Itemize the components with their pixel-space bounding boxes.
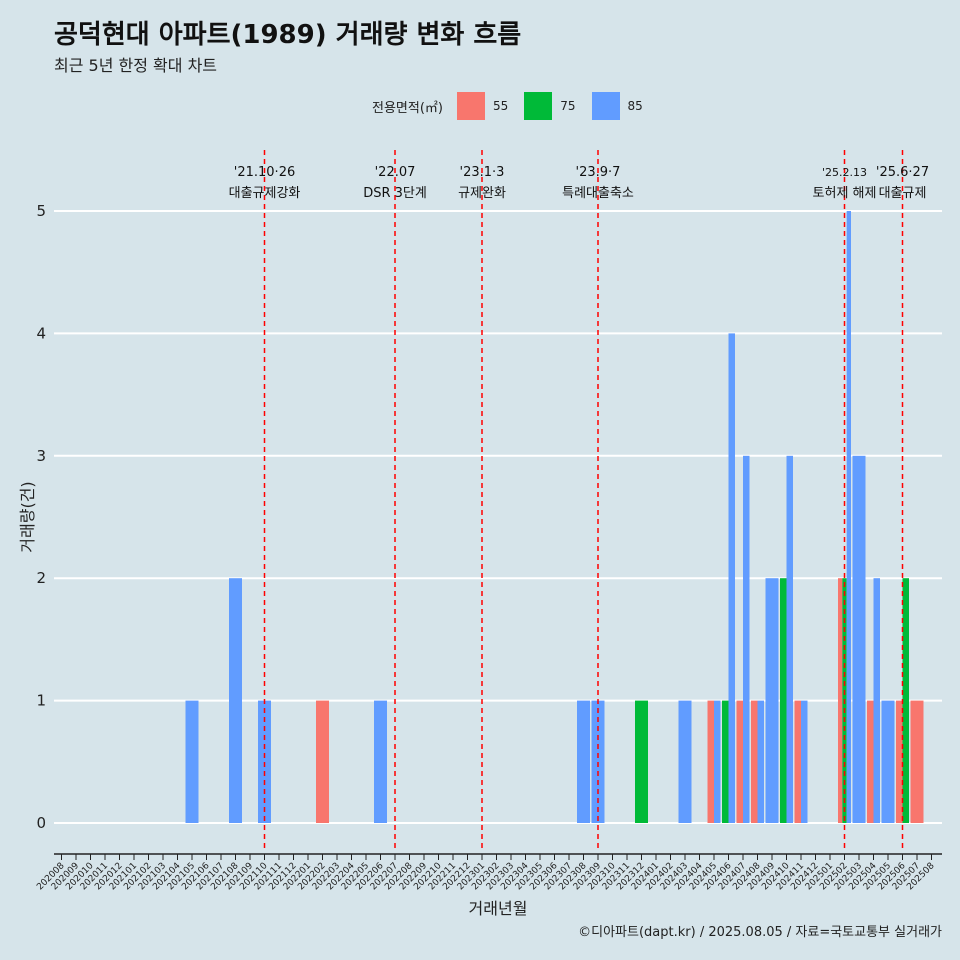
legend-title: 전용면적(㎡) <box>372 100 443 116</box>
event-text-label: 특례대출축소 <box>562 186 634 201</box>
event-date-label: '23.1·3 <box>460 165 505 180</box>
bar-55-202504 <box>867 700 874 823</box>
bar-85-202110 <box>258 700 271 823</box>
bar-85-202206 <box>374 700 387 823</box>
bar-85-202411 <box>801 700 808 823</box>
event-date-label: '22.07 <box>375 165 416 180</box>
legend-label-75: 75 <box>560 99 576 113</box>
bar-55-202407 <box>736 700 743 823</box>
bar-85-202105 <box>185 700 199 823</box>
bar-55-202507 <box>910 700 924 823</box>
event-text-label: 토허제 해제 <box>813 186 877 201</box>
bar-85-202504 <box>873 578 880 823</box>
bar-55-202502 <box>838 578 843 823</box>
legend-swatch-85 <box>591 92 620 120</box>
event-annotations: '21.10·26 대출규제강화 '22.07 DSR 3단계 '23.1·3 규제완화 '… <box>229 165 929 201</box>
bar-85-202407 <box>743 455 750 823</box>
bar-85-202503 <box>852 455 866 823</box>
bar-75-202410 <box>780 578 787 823</box>
bar-85-202309 <box>591 700 605 823</box>
bar-75-202506 <box>902 578 909 823</box>
y-tick-label: 1 <box>36 692 46 710</box>
y-tick-label: 4 <box>36 324 46 342</box>
source-caption: ©디아파트(dapt.kr) / 2025.08.05 / 자료=국토교통부 실… <box>578 925 942 940</box>
legend-item-85: 85 <box>591 92 643 120</box>
event-date-label: '23.9·7 <box>576 165 621 180</box>
bar-75-202406 <box>722 700 729 823</box>
legend-label-85: 85 <box>627 99 643 113</box>
legend-swatch-55 <box>456 92 485 120</box>
event-date-label: '25.2.13 <box>822 166 867 179</box>
y-tick-label: 0 <box>36 814 46 832</box>
event-date-label: '21.10·26 <box>234 165 295 180</box>
chart-title: 공덕현대 아파트(1989) 거래량 변화 흐름 <box>54 20 522 50</box>
bar-55-202405 <box>707 700 714 823</box>
event-text-label: DSR 3단계 <box>363 186 427 201</box>
bar-85-202405 <box>714 700 721 823</box>
chart-subtitle: 최근 5년 한정 확대 차트 <box>54 56 218 75</box>
bar-75-202312 <box>635 700 648 823</box>
bar-85-202108 <box>229 578 242 823</box>
y-axis-title: 거래량(건) <box>18 481 37 552</box>
event-lines <box>263 150 904 852</box>
legend-label-55: 55 <box>492 99 509 113</box>
event-text-label: 규제완화 <box>458 186 506 201</box>
event-date-label: '25.6·27 <box>876 165 929 180</box>
x-axis-title: 거래년월 <box>469 899 528 918</box>
bar-85-202410 <box>786 455 793 823</box>
legend-item-55: 55 <box>456 92 509 120</box>
event-text-label: 대출규제 <box>879 186 927 201</box>
legend-swatch-75 <box>524 92 553 120</box>
legend-item-75: 75 <box>524 92 576 120</box>
bar-85-202408 <box>757 700 764 823</box>
bar-85-202409 <box>765 578 779 823</box>
y-tick-label: 2 <box>36 569 46 587</box>
grid-lines <box>54 210 942 824</box>
event-text-label: 대출규제강화 <box>229 186 301 201</box>
bar-55-202411 <box>794 700 801 823</box>
legend: 전용면적(㎡) 55 75 85 <box>372 92 653 120</box>
bar-85-202502 <box>846 211 851 823</box>
bar-85-202403 <box>678 700 692 823</box>
bar-85-202406 <box>728 333 735 823</box>
bar-85-202505 <box>881 700 895 823</box>
bar-85-202308 <box>577 700 590 823</box>
bar-55-202202 <box>316 700 329 823</box>
y-tick-label: 5 <box>36 202 46 220</box>
bar-55-202506 <box>896 700 903 823</box>
bars <box>185 211 924 823</box>
y-tick-label: 3 <box>36 447 46 465</box>
bar-55-202408 <box>751 700 758 823</box>
